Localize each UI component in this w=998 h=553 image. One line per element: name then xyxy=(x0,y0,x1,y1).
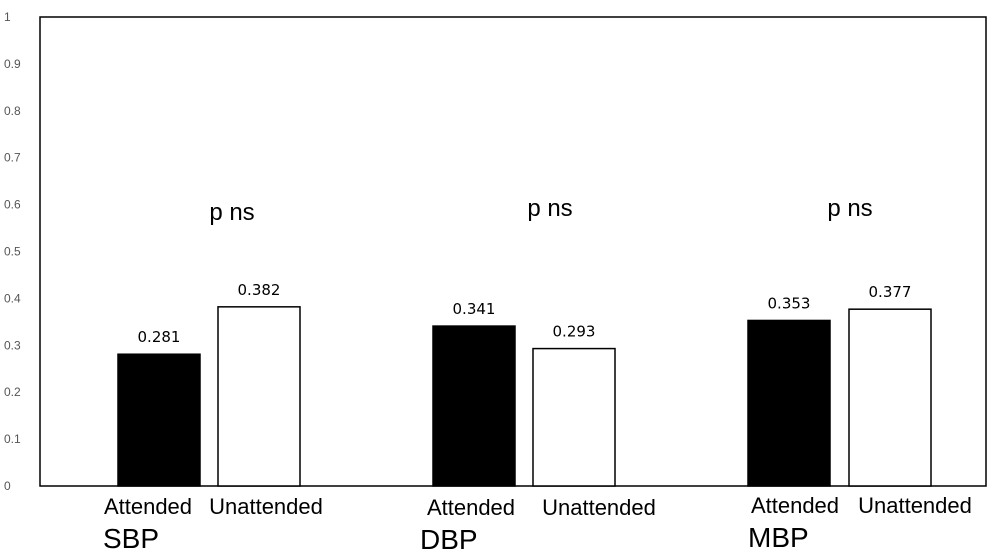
bar-dbp-attended xyxy=(432,325,516,487)
bars xyxy=(117,306,932,487)
group-labels: SBP DBP MBP xyxy=(103,522,809,553)
data-label: 0.281 xyxy=(138,328,181,346)
group-label: DBP xyxy=(420,524,478,553)
y-tick-label: 0.8 xyxy=(4,104,21,118)
y-tick-label: 0.2 xyxy=(4,385,21,399)
category-label: Attended xyxy=(104,494,192,519)
y-tick-label: 0.7 xyxy=(4,151,21,165)
y-tick-label: 0.1 xyxy=(4,432,21,446)
data-label: 0.382 xyxy=(238,281,281,299)
group-label: SBP xyxy=(103,523,159,553)
category-label: Unattended xyxy=(542,495,656,520)
bar-sbp-unattended xyxy=(217,306,301,487)
bar-sbp-attended xyxy=(117,353,201,487)
y-tick-label: 0 xyxy=(4,479,11,493)
category-label: Unattended xyxy=(858,493,972,518)
y-axis-ticks: 0 0.1 0.2 0.3 0.4 0.5 0.6 0.7 0.8 0.9 1 xyxy=(4,10,21,493)
data-label: 0.353 xyxy=(768,294,811,312)
bar-mbp-attended xyxy=(747,319,831,487)
significance-label: p ns xyxy=(209,199,254,226)
category-label: Attended xyxy=(751,493,839,518)
bar-mbp-unattended xyxy=(848,308,932,487)
y-tick-label: 0.4 xyxy=(4,291,21,305)
category-label: Attended xyxy=(427,495,515,520)
data-label: 0.293 xyxy=(553,323,596,341)
y-tick-label: 0.6 xyxy=(4,198,21,212)
category-label: Unattended xyxy=(209,494,323,519)
bar-dbp-unattended xyxy=(532,347,616,487)
significance-label: p ns xyxy=(827,195,872,222)
significance-label: p ns xyxy=(527,195,572,222)
y-tick-label: 0.5 xyxy=(4,245,21,259)
group-label: MBP xyxy=(748,522,809,553)
data-label: 0.377 xyxy=(869,283,912,301)
data-label: 0.341 xyxy=(453,300,496,318)
significance-labels: p ns p ns p ns xyxy=(209,195,872,226)
y-tick-label: 0.9 xyxy=(4,57,21,71)
category-labels: Attended Unattended Attended Unattended Atte… xyxy=(104,493,972,520)
y-tick-label: 1 xyxy=(4,10,11,24)
y-tick-label: 0.3 xyxy=(4,338,21,352)
data-labels: 0.281 0.382 0.341 0.293 0.353 0.377 xyxy=(138,281,912,346)
